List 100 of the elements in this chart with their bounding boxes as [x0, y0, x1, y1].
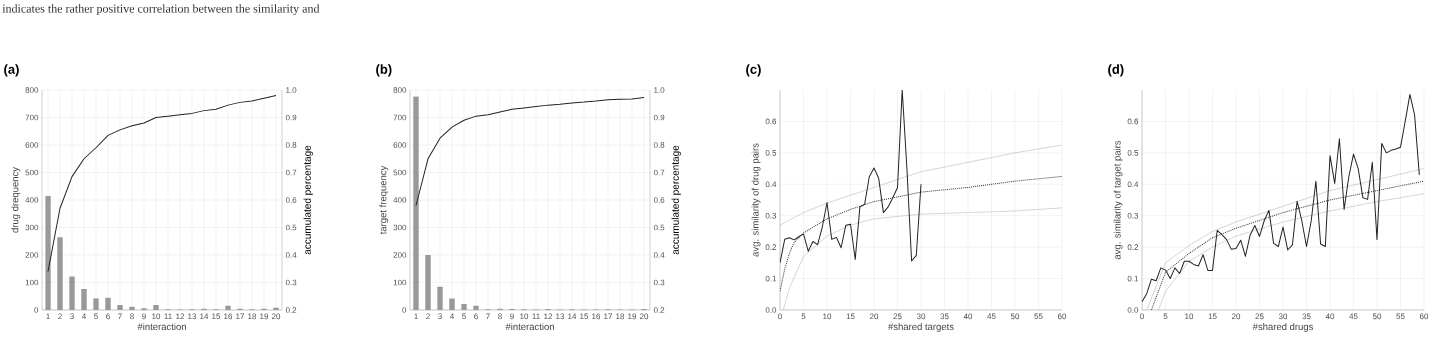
- y2-tick-label: 0.7: [653, 169, 665, 176]
- chart-title: (b): [376, 64, 392, 77]
- y-tick-label: 400: [393, 197, 407, 203]
- x-tick-label: 14: [200, 313, 209, 320]
- x-tick-label: 6: [474, 313, 478, 320]
- y-tick-label: 0.2: [1127, 244, 1139, 250]
- bar: [449, 298, 455, 310]
- chart-title: (d): [1108, 64, 1124, 77]
- y2-tick-label: 0.8: [285, 142, 297, 148]
- y-tick-label: 100: [393, 279, 407, 286]
- x-tick-label: 4: [81, 313, 86, 320]
- y-tick-label: 0.0: [765, 307, 777, 313]
- x-tick-label: 25: [893, 313, 902, 320]
- line-series: [780, 90, 922, 264]
- x-tick-label: 9: [510, 313, 514, 320]
- x-tick-label: 12: [544, 313, 553, 320]
- y-tick-label: 700: [393, 114, 407, 121]
- bar: [425, 255, 431, 310]
- y-tick-label: 200: [25, 252, 39, 258]
- x-tick-label: 60: [1057, 313, 1067, 320]
- y2-tick-label: 0.5: [285, 224, 297, 231]
- bar: [153, 305, 159, 310]
- y2-tick-label: 0.2: [285, 307, 297, 313]
- bar: [81, 289, 87, 310]
- x-tick-label: 16: [592, 313, 601, 320]
- x-tick-label: 17: [604, 313, 613, 320]
- x-tick-label: 6: [106, 313, 110, 320]
- bar: [273, 307, 279, 310]
- bar: [129, 306, 135, 310]
- x-tick-label: 45: [987, 313, 996, 320]
- x-tick-label: 3: [70, 313, 74, 320]
- x-tick-label: 19: [260, 313, 269, 320]
- x-tick-label: 5: [462, 313, 466, 320]
- x-tick-label: 2: [58, 313, 62, 320]
- y-tick-label: 0: [402, 307, 407, 313]
- y-tick-label: 100: [25, 279, 39, 286]
- y2-tick-label: 0.6: [285, 197, 297, 203]
- y-tick-label: 300: [393, 224, 407, 231]
- x-tick-label: 10: [823, 313, 832, 320]
- x-tick-label: 9: [142, 313, 146, 320]
- y2-tick-label: 0.5: [653, 224, 665, 231]
- x-tick-label: 30: [916, 313, 926, 320]
- x-axis-title: #interaction: [505, 323, 554, 331]
- y-tick-label: 0.3: [1127, 212, 1139, 219]
- x-tick-label: 13: [556, 313, 565, 320]
- y-tick-label: 0.0: [1127, 307, 1139, 313]
- bar: [437, 286, 443, 310]
- x-axis-title: #shared targets: [888, 323, 954, 332]
- y2-tick-label: 0.8: [653, 142, 665, 148]
- bar: [461, 303, 467, 310]
- x-tick-label: 5: [94, 313, 98, 320]
- x-tick-label: 10: [1185, 313, 1194, 320]
- x-axis-title: #shared drugs: [1252, 323, 1314, 332]
- x-tick-label: 18: [616, 313, 625, 320]
- y-tick-label: 800: [25, 87, 39, 93]
- chart-title: (a): [4, 64, 19, 77]
- x-tick-label: 45: [1349, 313, 1358, 320]
- x-tick-label: 30: [1278, 313, 1288, 320]
- y-tick-label: 0.2: [765, 244, 777, 250]
- text: indicates the rather positive correlation between the similarity and: [2, 4, 320, 16]
- x-tick-label: 10: [520, 313, 529, 320]
- x-tick-label: 40: [963, 313, 973, 320]
- y-tick-label: 0.1: [765, 275, 777, 282]
- bar: [225, 305, 231, 310]
- y-tick-label: 200: [393, 252, 407, 258]
- y-tick-label: 0: [34, 307, 39, 313]
- y2-tick-label: 0.7: [285, 169, 297, 176]
- chart-title: (c): [746, 64, 761, 77]
- y2-tick-label: 1.0: [654, 87, 665, 93]
- x-tick-label: 19: [628, 313, 637, 320]
- y-tick-label: 800: [393, 87, 407, 93]
- x-tick-label: 55: [1034, 313, 1043, 320]
- x-tick-label: 20: [869, 313, 879, 320]
- x-axis-title: #interaction: [137, 323, 186, 331]
- y2-tick-label: 1.0: [286, 87, 297, 93]
- y2-tick-label: 0.4: [285, 252, 297, 258]
- x-tick-label: 15: [1208, 313, 1217, 320]
- x-tick-label: 14: [568, 313, 577, 320]
- x-tick-label: 8: [130, 313, 134, 320]
- x-tick-label: 16: [224, 313, 233, 320]
- x-tick-label: 15: [846, 313, 855, 320]
- x-tick-label: 60: [1419, 313, 1429, 320]
- bar: [93, 298, 99, 310]
- x-tick-label: 17: [236, 313, 245, 320]
- x-tick-label: 12: [176, 313, 185, 320]
- y-axis-title: avg. similarity of drug pairs: [751, 143, 761, 257]
- x-tick-label: 3: [438, 313, 442, 320]
- x-tick-label: 11: [532, 313, 540, 320]
- x-tick-label: 18: [248, 313, 257, 320]
- y-tick-label: 0.4: [1127, 181, 1139, 188]
- x-tick-label: 11: [164, 313, 172, 320]
- y-tick-label: 0.3: [765, 212, 777, 219]
- x-tick-label: 0: [1140, 313, 1144, 320]
- x-tick-label: 5: [801, 313, 806, 320]
- bar: [117, 305, 123, 310]
- x-tick-label: 50: [1010, 313, 1020, 320]
- x-tick-label: 35: [1302, 313, 1311, 320]
- x-tick-label: 1: [414, 313, 418, 320]
- x-tick-label: 4: [449, 313, 454, 320]
- y-tick-label: 0.1: [1127, 275, 1139, 282]
